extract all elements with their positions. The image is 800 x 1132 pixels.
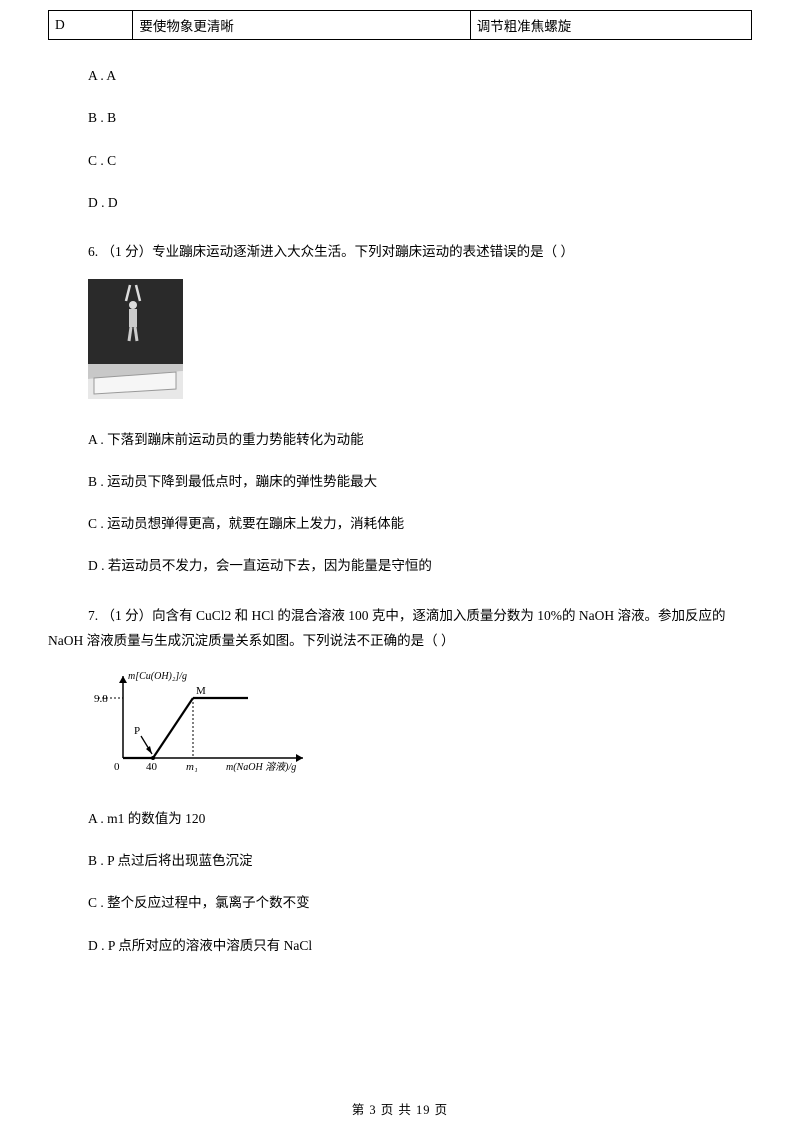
q6-D: D . 若运动员不发力，会一直运动下去，因为能量是守恒的 xyxy=(88,556,752,576)
svg-text:m₁: m₁ xyxy=(186,761,198,773)
q6-A: A . 下落到蹦床前运动员的重力势能转化为动能 xyxy=(88,430,752,450)
option-d-table: D 要使物象更清晰 调节粗准焦螺旋 xyxy=(48,10,752,40)
q7-A: A . m1 的数值为 120 xyxy=(88,809,752,829)
q7-stem-line1: 7. （1 分）向含有 CuCl2 和 HCl 的混合溶液 100 克中，逐滴加… xyxy=(48,603,752,629)
svg-text:P: P xyxy=(134,725,140,737)
q7-stem-line2: NaOH 溶液质量与生成沉淀质量关系如图。下列说法不正确的是（ ） xyxy=(48,628,752,654)
svg-text:0: 0 xyxy=(114,761,120,773)
svg-text:M: M xyxy=(196,685,206,697)
svg-text:m[Cu(OH)₂]/g: m[Cu(OH)₂]/g xyxy=(128,671,187,682)
opt-B: B . B xyxy=(88,108,752,128)
q5-options: A . A B . B C . C D . D xyxy=(88,66,752,213)
q7-chart: P M 9.8 0 40 m₁ m[Cu(OH)₂]/g m(NaOH 溶液)/… xyxy=(88,668,752,783)
q7-C: C . 整个反应过程中，氯离子个数不变 xyxy=(88,893,752,913)
q7-B: B . P 点过后将出现蓝色沉淀 xyxy=(88,851,752,871)
trampoline-figure xyxy=(88,279,752,404)
opt-A: A . A xyxy=(88,66,752,86)
svg-text:40: 40 xyxy=(146,761,158,773)
q6-options: A . 下落到蹦床前运动员的重力势能转化为动能 B . 运动员下降到最低点时，蹦… xyxy=(88,430,752,577)
opt-D: D . D xyxy=(88,193,752,213)
opt-C: C . C xyxy=(88,151,752,171)
cell-desc: 要使物象更清晰 xyxy=(133,11,470,40)
cell-op: 调节粗准焦螺旋 xyxy=(470,11,751,40)
q7-D: D . P 点所对应的溶液中溶质只有 NaCl xyxy=(88,936,752,956)
svg-text:m(NaOH 溶液)/g: m(NaOH 溶液)/g xyxy=(226,761,296,773)
page-footer: 第 3 页 共 19 页 xyxy=(0,1099,800,1118)
svg-text:9.8: 9.8 xyxy=(94,693,108,705)
q6-stem: 6. （1 分）专业蹦床运动逐渐进入大众生活。下列对蹦床运动的表述错误的是（ ） xyxy=(88,239,752,265)
q7-options: A . m1 的数值为 120 B . P 点过后将出现蓝色沉淀 C . 整个反… xyxy=(88,809,752,956)
q7-stem: 7. （1 分）向含有 CuCl2 和 HCl 的混合溶液 100 克中，逐滴加… xyxy=(48,603,752,654)
cell-d: D xyxy=(49,11,133,40)
q6-B: B . 运动员下降到最低点时，蹦床的弹性势能最大 xyxy=(88,472,752,492)
q6-C: C . 运动员想弹得更高，就要在蹦床上发力，消耗体能 xyxy=(88,514,752,534)
